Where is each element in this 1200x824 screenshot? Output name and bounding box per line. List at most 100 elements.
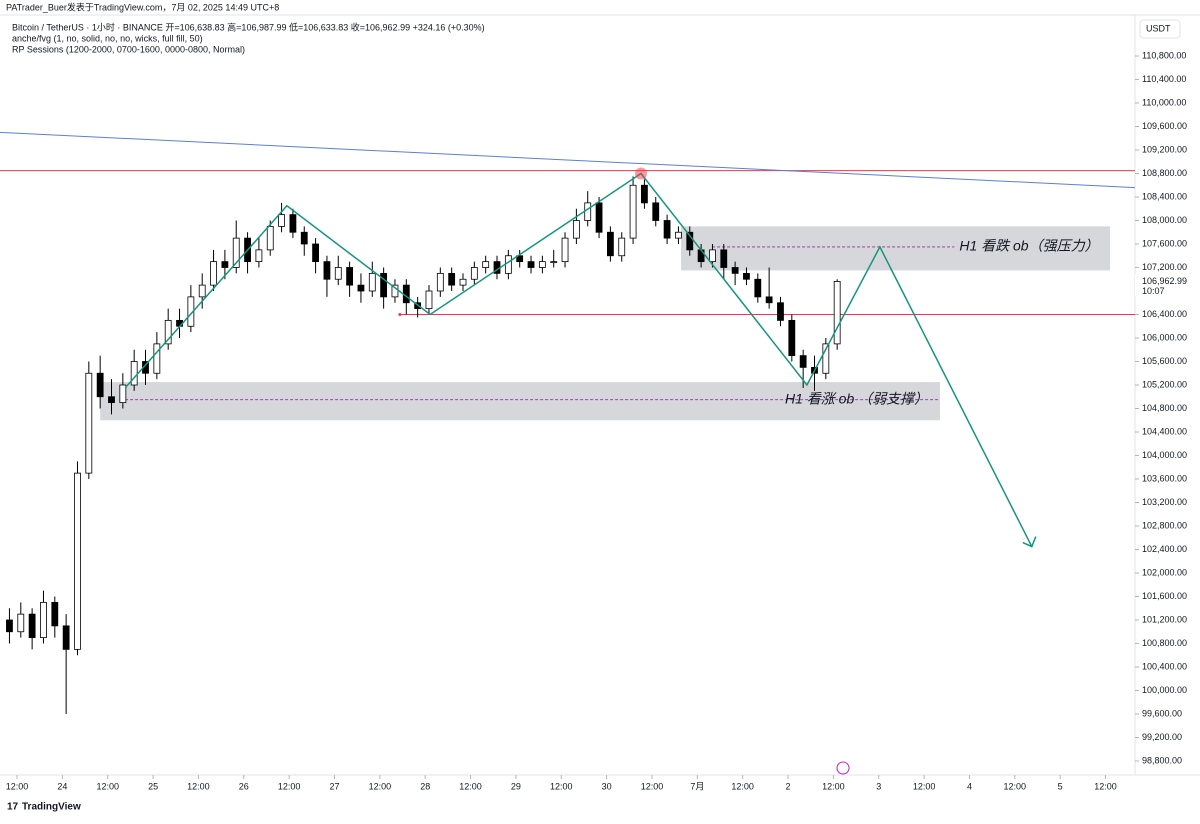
y-tick-label: 100,400.00 bbox=[1142, 661, 1187, 671]
x-tick-label: 12:00 bbox=[822, 781, 845, 791]
candle-body bbox=[334, 267, 342, 280]
y-tick-label: 101,600.00 bbox=[1142, 591, 1187, 601]
candle-body bbox=[346, 267, 354, 286]
candle-body bbox=[629, 184, 637, 239]
x-tick-label: 5 bbox=[1058, 781, 1063, 791]
y-tick-label: 108,800.00 bbox=[1142, 168, 1187, 178]
x-tick-label: 28 bbox=[420, 781, 430, 791]
indicator: anche/fvg (1, no, solid, no, no, wicks, … bbox=[12, 33, 203, 43]
candle-body bbox=[777, 302, 784, 321]
countdown: 10:07 bbox=[1142, 286, 1165, 296]
x-tick-label: 7月 bbox=[690, 781, 704, 791]
y-tick-label: 110,000.00 bbox=[1142, 97, 1186, 107]
currency[interactable]: USDT bbox=[1146, 23, 1171, 33]
candle-body bbox=[289, 214, 297, 233]
x-tick-label: 4 bbox=[967, 781, 972, 791]
candle-body bbox=[754, 278, 762, 298]
candle-body bbox=[278, 214, 285, 227]
indicator: RP Sessions (1200-2000, 0700-1600, 0000-… bbox=[12, 44, 245, 54]
x-tick-label: 12:00 bbox=[278, 781, 301, 791]
x-tick-label: 12:00 bbox=[731, 781, 754, 791]
last-price: 106,962.99 bbox=[1142, 276, 1187, 286]
last-price-box bbox=[1135, 274, 1200, 297]
candle-body bbox=[709, 249, 716, 263]
candle-body bbox=[210, 261, 217, 286]
y-tick-label: 110,800.00 bbox=[1142, 50, 1186, 60]
brand: TradingView bbox=[22, 802, 81, 813]
candle-body bbox=[255, 249, 263, 263]
candle-body bbox=[198, 284, 206, 298]
x-tick-label: 29 bbox=[511, 781, 521, 791]
y-tick-label: 105,600.00 bbox=[1142, 356, 1187, 366]
candle-body bbox=[482, 261, 490, 268]
y-tick-label: 102,400.00 bbox=[1142, 544, 1187, 554]
candle-body bbox=[85, 372, 93, 474]
y-tick-label: 108,400.00 bbox=[1142, 191, 1187, 201]
x-tick-label: 12:00 bbox=[550, 781, 573, 791]
y-tick-label: 107,600.00 bbox=[1142, 238, 1187, 248]
candle-body bbox=[380, 272, 388, 298]
candle-body bbox=[470, 267, 478, 280]
x-tick-label: 24 bbox=[57, 781, 67, 791]
y-tick-label: 110,400.00 bbox=[1142, 74, 1186, 84]
x-tick-label: 12:00 bbox=[459, 781, 482, 791]
x-tick-label: 26 bbox=[239, 781, 249, 791]
candle-body bbox=[164, 319, 172, 345]
x-tick-label: 30 bbox=[602, 781, 612, 791]
candle-body bbox=[368, 272, 376, 292]
candle-body bbox=[504, 255, 512, 274]
chart-title: Bitcoin / TetherUS · 1小时 · BINANCE 开=106… bbox=[12, 21, 485, 32]
y-tick-label: 106,400.00 bbox=[1142, 309, 1187, 319]
candle-body bbox=[108, 396, 115, 404]
zone-label: H1 看涨 ob （弱支撑） bbox=[785, 390, 928, 406]
candle-body bbox=[17, 613, 25, 633]
candle-body bbox=[119, 384, 127, 404]
candle-body bbox=[652, 202, 660, 221]
candle-body bbox=[96, 372, 104, 398]
candle-body bbox=[550, 261, 558, 264]
watermark: PATrader_Buer发表于TradingView.com，7月 02, 2… bbox=[6, 1, 279, 12]
candle-body bbox=[436, 272, 444, 292]
x-tick-label: 12:00 bbox=[913, 781, 936, 791]
candle-body bbox=[51, 601, 59, 627]
x-tick-label: 12:00 bbox=[1004, 781, 1027, 791]
candle-body bbox=[686, 231, 694, 251]
candle-body bbox=[720, 249, 728, 268]
candle-body bbox=[606, 231, 614, 257]
currency-box[interactable] bbox=[1139, 19, 1181, 39]
y-tick-label: 100,800.00 bbox=[1142, 638, 1187, 648]
candle-body bbox=[62, 625, 70, 650]
zone-label: H1 看跌 ob（强压力） bbox=[959, 238, 1098, 254]
candle-body bbox=[561, 237, 569, 263]
candle-body bbox=[584, 202, 592, 221]
y-tick-label: 107,200.00 bbox=[1142, 262, 1187, 272]
candle-body bbox=[28, 613, 36, 639]
y-tick-label: 105,200.00 bbox=[1142, 379, 1187, 389]
peak-marker bbox=[635, 167, 648, 180]
y-tick-label: 99,600.00 bbox=[1142, 708, 1182, 718]
candle-body bbox=[74, 472, 81, 650]
candle-body bbox=[833, 281, 841, 345]
candle-body bbox=[675, 231, 682, 239]
y-tick-label: 102,000.00 bbox=[1142, 567, 1187, 577]
x-tick-label: 3 bbox=[876, 781, 881, 791]
candle-body bbox=[572, 220, 580, 239]
y-tick-label: 103,200.00 bbox=[1142, 497, 1187, 507]
x-tick-label: 12:00 bbox=[187, 781, 210, 791]
candle-body bbox=[130, 361, 138, 386]
brand-logo: 17 bbox=[7, 802, 19, 813]
candle-body bbox=[765, 296, 773, 304]
x-tick-label: 12:00 bbox=[6, 781, 29, 791]
y-tick-label: 104,800.00 bbox=[1142, 403, 1187, 413]
candle-body bbox=[300, 231, 308, 245]
candle-body bbox=[538, 261, 546, 268]
line-anchor bbox=[398, 313, 402, 316]
candle-body bbox=[618, 237, 626, 257]
candle-body bbox=[731, 267, 739, 274]
event-icon[interactable] bbox=[836, 761, 850, 775]
x-tick-label: 25 bbox=[148, 781, 158, 791]
candle-body bbox=[516, 255, 524, 263]
y-tick-label: 109,600.00 bbox=[1142, 121, 1187, 131]
ob-zone bbox=[681, 226, 1111, 271]
candle-body bbox=[459, 278, 467, 286]
